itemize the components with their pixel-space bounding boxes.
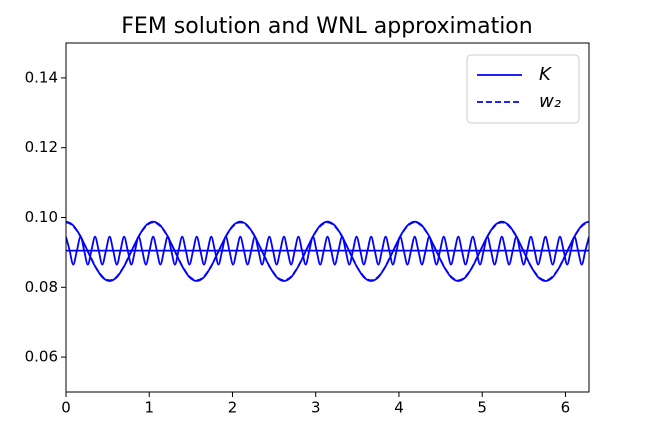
x-tick-label: 5	[477, 399, 487, 417]
plot-area	[66, 220, 589, 282]
chart-title: FEM solution and WNL approximation	[121, 14, 532, 39]
y-tick-label: 0.08	[25, 278, 58, 296]
series-line	[66, 235, 589, 266]
x-tick-label: 2	[228, 399, 238, 417]
y-tick-label: 0.14	[25, 68, 58, 86]
x-tick-label: 3	[311, 399, 321, 417]
legend-label: K	[539, 64, 552, 85]
x-tick-label: 1	[144, 399, 154, 417]
x-tick-label: 4	[394, 399, 404, 417]
x-tick-label: 0	[61, 399, 71, 417]
series-line	[66, 221, 589, 282]
y-tick-label: 0.12	[25, 138, 58, 156]
legend-label: w₂	[539, 91, 561, 112]
y-tick-label: 0.06	[25, 348, 58, 366]
y-tick-label: 0.10	[25, 208, 58, 226]
legend-box	[466, 54, 580, 124]
x-tick-label: 6	[561, 399, 571, 417]
